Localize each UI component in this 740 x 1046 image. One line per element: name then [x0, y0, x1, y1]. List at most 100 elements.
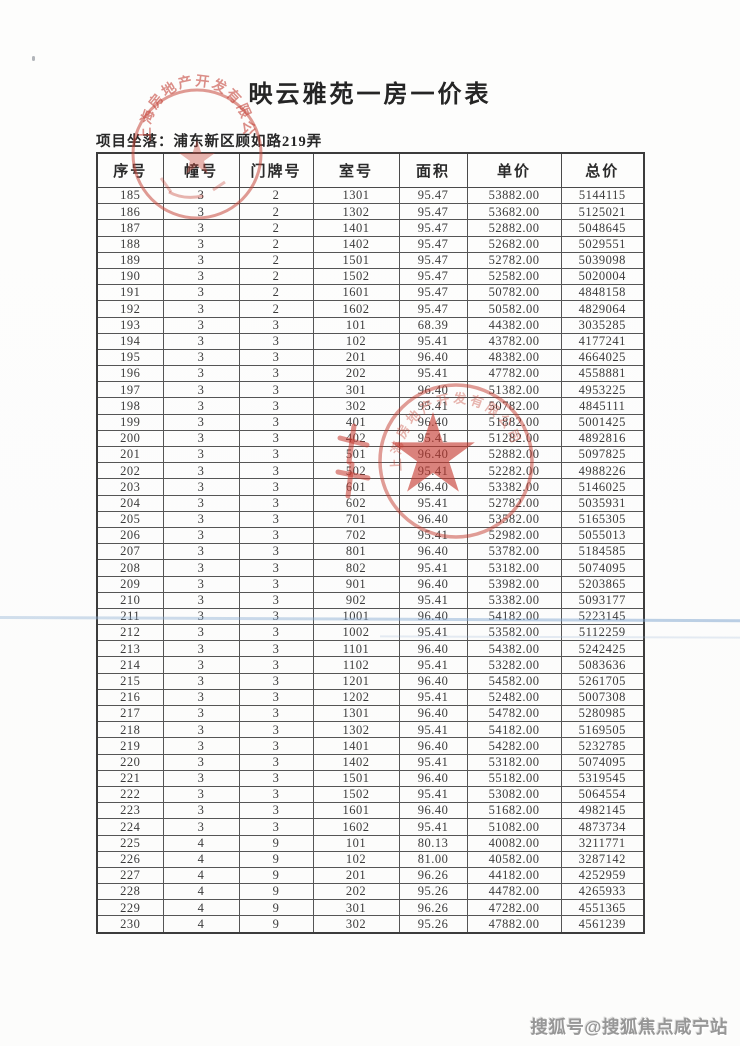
- table-cell: 3: [162, 785, 240, 804]
- table-cell: 5001425: [560, 413, 645, 431]
- table-cell: 2: [238, 219, 314, 237]
- table-row: 204 3 3 602 95.41 52782.00 5035931: [96, 494, 645, 512]
- table-cell: 220: [96, 753, 164, 771]
- table-cell: 3: [162, 704, 240, 723]
- table-cell: 4: [162, 834, 240, 852]
- table-cell: 51682.00: [466, 802, 562, 820]
- table-cell: 3: [238, 575, 314, 593]
- table-cell: 5055013: [560, 526, 645, 545]
- table-row: 212 3 3 1002 95.41 53582.00 5112259: [96, 624, 645, 642]
- table-cell: 96.40: [398, 737, 468, 755]
- table-cell: 51382.00: [466, 381, 562, 399]
- table-cell: 52982.00: [466, 526, 562, 545]
- table-cell: 802: [312, 559, 400, 577]
- table-cell: 190: [96, 267, 164, 286]
- table-cell: 96.40: [398, 413, 468, 431]
- table-cell: 52882.00: [466, 445, 562, 464]
- table-cell: 3287142: [560, 850, 645, 868]
- table-row: 187 3 2 1401 95.47 52882.00 5048645: [96, 219, 645, 237]
- table-cell: 3: [162, 769, 240, 787]
- table-row: 223 3 3 1601 96.40 51682.00 4982145: [96, 802, 645, 820]
- table-cell: 96.40: [398, 381, 468, 399]
- table-cell: 1402: [312, 753, 400, 771]
- table-cell: 95.41: [398, 656, 468, 674]
- table-cell: 54382.00: [466, 640, 562, 658]
- table-row: 219 3 3 1401 96.40 54282.00 5232785: [96, 737, 645, 755]
- table-cell: 5165305: [560, 510, 645, 528]
- table-cell: 95.41: [398, 429, 468, 448]
- table-cell: 186: [96, 203, 164, 221]
- table-cell: 1101: [312, 640, 400, 658]
- table-cell: 4953225: [560, 381, 645, 399]
- table-cell: 96.26: [398, 899, 468, 917]
- table-cell: 5203865: [560, 575, 645, 593]
- table-row: 218 3 3 1302 95.41 54182.00 5169505: [96, 721, 645, 739]
- table-cell: 3: [238, 640, 314, 658]
- table-cell: 201: [96, 445, 164, 464]
- table-cell: 3: [162, 478, 240, 496]
- table-cell: 53182.00: [466, 559, 562, 577]
- table-row: 215 3 3 1201 96.40 54582.00 5261705: [96, 672, 645, 690]
- table-cell: 4848158: [560, 284, 645, 302]
- table-cell: 96.40: [398, 575, 468, 593]
- table-row: 202 3 3 502 95.41 52282.00 4988226: [96, 462, 645, 480]
- table-cell: 5097825: [560, 445, 645, 464]
- table-cell: 230: [96, 915, 164, 934]
- table-cell: 95.41: [398, 721, 468, 739]
- table-cell: 5144115: [560, 186, 645, 205]
- table-cell: 96.40: [398, 640, 468, 658]
- table-cell: 5319545: [560, 769, 645, 787]
- table-cell: 95.41: [398, 526, 468, 545]
- table-row: 225 4 9 101 80.13 40082.00 3211771: [96, 834, 645, 852]
- table-cell: 47282.00: [466, 899, 562, 917]
- table-cell: 301: [312, 381, 400, 399]
- table-cell: 207: [96, 543, 164, 561]
- table-cell: 222: [96, 785, 164, 804]
- table-cell: 2: [238, 251, 314, 269]
- table-cell: 229: [96, 899, 164, 917]
- table-cell: 187: [96, 219, 164, 237]
- table-cell: 4664025: [560, 348, 645, 367]
- table-cell: 95.47: [398, 300, 468, 318]
- table-cell: 302: [312, 397, 400, 415]
- table-cell: 301: [312, 899, 400, 917]
- table-cell: 53582.00: [466, 624, 562, 642]
- table-cell: 5035931: [560, 494, 645, 512]
- table-cell: 1201: [312, 672, 400, 690]
- table-row: 213 3 3 1101 96.40 54382.00 5242425: [96, 640, 645, 658]
- table-cell: 95.47: [398, 235, 468, 253]
- table-cell: 1501: [312, 251, 400, 269]
- table-cell: 3: [162, 235, 240, 253]
- table-cell: 3: [238, 721, 314, 739]
- table-cell: 95.47: [398, 284, 468, 302]
- table-cell: 1502: [312, 267, 400, 286]
- table-cell: 1002: [312, 624, 400, 642]
- table-cell: 225: [96, 834, 164, 852]
- table-cell: 5048645: [560, 219, 645, 237]
- sohu-watermark: 搜狐号@搜狐焦点咸宁站: [530, 1017, 728, 1037]
- table-cell: 3: [162, 203, 240, 221]
- table-cell: 5093177: [560, 591, 645, 609]
- table-cell: 205: [96, 510, 164, 528]
- table-cell: 5146025: [560, 478, 645, 496]
- table-cell: 53882.00: [466, 186, 562, 205]
- table-row: 206 3 3 702 95.41 52982.00 5055013: [96, 526, 645, 545]
- table-cell: 216: [96, 688, 164, 707]
- table-cell: 54182.00: [466, 607, 562, 626]
- table-cell: 3: [238, 429, 314, 448]
- table-cell: 1402: [312, 235, 400, 253]
- table-cell: 3: [238, 510, 314, 528]
- table-cell: 95.41: [398, 753, 468, 771]
- table-cell: 3: [162, 688, 240, 707]
- table-row: 222 3 3 1502 95.41 53082.00 5064554: [96, 785, 645, 804]
- table-cell: 4845111: [560, 397, 645, 415]
- table-cell: 5074095: [560, 559, 645, 577]
- table-cell: 185: [96, 186, 164, 205]
- table-cell: 95.41: [398, 818, 468, 836]
- table-cell: 52782.00: [466, 494, 562, 512]
- table-cell: 53082.00: [466, 785, 562, 804]
- table-cell: 53782.00: [466, 543, 562, 561]
- table-cell: 95.41: [398, 591, 468, 609]
- table-cell: 95.47: [398, 267, 468, 286]
- table-cell: 4252959: [560, 866, 645, 885]
